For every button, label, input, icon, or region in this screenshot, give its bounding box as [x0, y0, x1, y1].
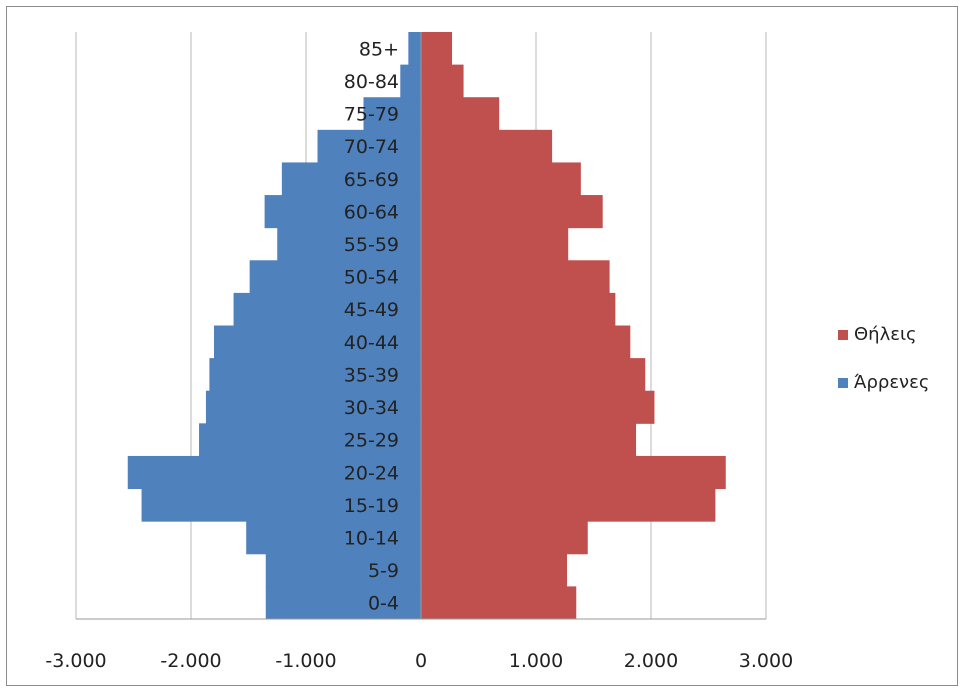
female-bar — [421, 32, 453, 66]
age-group-label: 40-44 — [344, 332, 399, 354]
x-tick-label: 0 — [415, 650, 427, 672]
female-bar — [421, 162, 581, 196]
age-group-label: 35-39 — [344, 364, 399, 386]
male-bar — [233, 292, 421, 326]
age-group-label: 75-79 — [344, 104, 399, 126]
age-group-label: 0-4 — [368, 593, 399, 615]
female-bar — [421, 488, 716, 522]
female-bar — [421, 195, 603, 229]
male-bar — [317, 129, 421, 163]
age-group-label: 85+ — [359, 38, 399, 60]
male-bar — [214, 325, 421, 359]
age-group-label: 60-64 — [344, 201, 399, 223]
age-group-label: 65-69 — [344, 169, 399, 191]
female-bar — [421, 423, 637, 457]
female-bar — [421, 521, 588, 555]
female-bar — [421, 129, 553, 163]
age-group-label: 10-14 — [344, 527, 399, 549]
female-bar — [421, 358, 646, 392]
age-group-label: 30-34 — [344, 397, 399, 419]
male-bar — [265, 586, 421, 620]
male-bar — [209, 358, 421, 392]
x-tick-label: -1.000 — [275, 650, 336, 672]
female-bar — [421, 325, 631, 359]
male-bar — [265, 553, 421, 587]
age-group-label: 80-84 — [344, 71, 399, 93]
male-bar — [281, 162, 421, 196]
female-bar — [421, 260, 610, 294]
female-bar — [421, 455, 726, 490]
male-bar — [141, 488, 422, 522]
x-tick-label: 1.000 — [509, 650, 563, 672]
female-bar — [421, 227, 569, 261]
legend-swatch — [838, 378, 848, 388]
male-bar — [264, 195, 421, 229]
legend-label: Θήλεις — [854, 324, 917, 345]
female-bar — [421, 292, 616, 326]
age-group-label: 70-74 — [344, 136, 399, 158]
female-bar — [421, 97, 500, 131]
male-bar — [199, 423, 421, 457]
age-group-label: 25-29 — [344, 430, 399, 452]
male-bar — [408, 32, 421, 66]
age-group-label: 20-24 — [344, 462, 399, 484]
x-tick-label: -3.000 — [45, 650, 106, 672]
x-tick-label: 2.000 — [624, 650, 678, 672]
x-tick-label: -2.000 — [160, 650, 221, 672]
female-bar — [421, 553, 568, 587]
age-group-label: 50-54 — [344, 267, 399, 289]
x-tick-label: 3.000 — [739, 650, 793, 672]
age-group-label: 55-59 — [344, 234, 399, 256]
male-bar — [400, 64, 421, 98]
male-bar — [127, 455, 421, 490]
legend-swatch — [838, 330, 848, 340]
male-bar — [277, 227, 421, 261]
female-bar — [421, 64, 464, 98]
male-bar — [246, 521, 421, 555]
female-bar — [421, 390, 655, 424]
age-group-label: 15-19 — [344, 495, 399, 517]
age-group-label: 45-49 — [344, 299, 399, 321]
legend-label: Άρρενες — [854, 372, 929, 393]
male-bar — [205, 390, 421, 424]
age-group-label: 5-9 — [368, 560, 399, 582]
female-bar — [421, 586, 577, 620]
male-bar — [249, 260, 421, 294]
male-bar — [363, 97, 421, 131]
